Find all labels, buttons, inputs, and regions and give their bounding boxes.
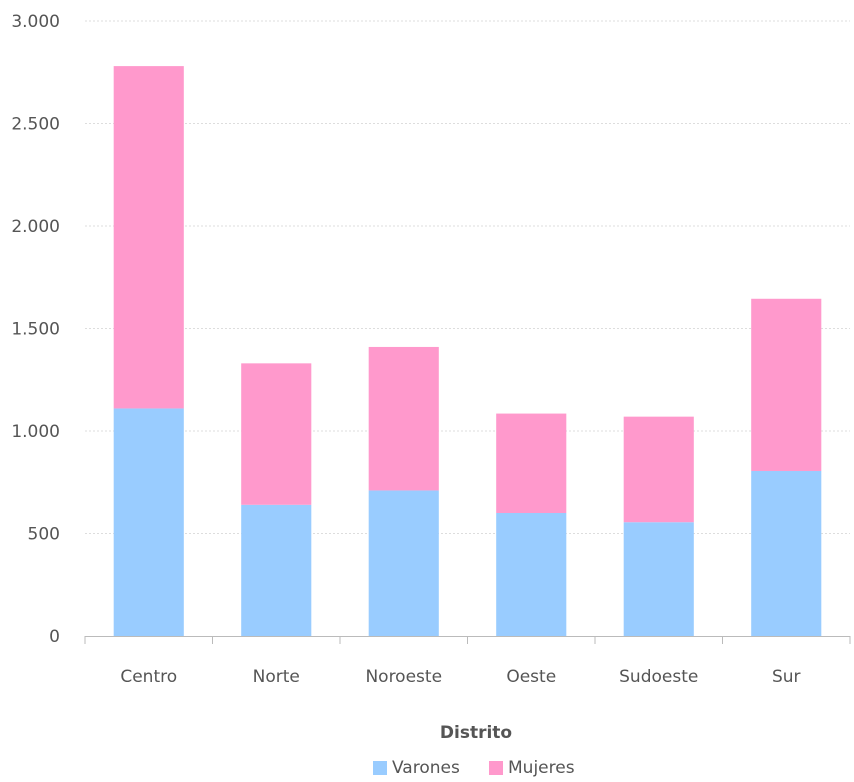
y-tick-label: 1.000: [11, 422, 60, 442]
x-tick-label: Sudoeste: [619, 667, 698, 687]
y-tick-label: 2.500: [11, 115, 60, 135]
y-tick-label: 1.500: [11, 320, 60, 340]
bar-varones-sudoeste: [623, 522, 694, 636]
bar-mujeres-sudoeste: [623, 416, 694, 523]
bar-mujeres-oeste: [496, 413, 567, 513]
y-tick-label: 0: [49, 627, 60, 647]
y-tick-label: 500: [28, 525, 60, 545]
y-axis: 0 500 1.000 1.500 2.000 2.500 3.000: [11, 12, 60, 647]
grid-lines: [85, 20, 850, 534]
bar-varones-centro: [113, 408, 184, 636]
x-tick-label: Norte: [253, 667, 300, 687]
x-tick-label: Centro: [120, 667, 177, 687]
x-tick-label: Sur: [772, 667, 801, 687]
legend-swatch-mujeres: [489, 761, 503, 775]
bar-varones-norte: [241, 504, 312, 636]
legend: Varones Mujeres: [373, 758, 575, 778]
bar-mujeres-sur: [751, 298, 822, 471]
bar-mujeres-noroeste: [368, 346, 439, 491]
bar-mujeres-norte: [241, 363, 312, 505]
bars: [113, 66, 822, 636]
x-axis-title: Distrito: [440, 723, 512, 743]
bar-varones-sur: [751, 470, 822, 636]
legend-swatch-varones: [373, 761, 387, 775]
y-tick-label: 2.000: [11, 217, 60, 237]
bar-varones-noroeste: [368, 490, 439, 636]
x-tick-label: Oeste: [506, 667, 556, 687]
x-axis: Centro Norte Noroeste Oeste Sudoeste Sur: [84, 636, 851, 687]
legend-label-mujeres: Mujeres: [508, 758, 575, 778]
y-tick-label: 3.000: [11, 12, 60, 32]
bar-varones-oeste: [496, 513, 567, 636]
bar-mujeres-centro: [113, 66, 184, 409]
legend-label-varones: Varones: [392, 758, 460, 778]
x-tick-label: Noroeste: [365, 667, 442, 687]
